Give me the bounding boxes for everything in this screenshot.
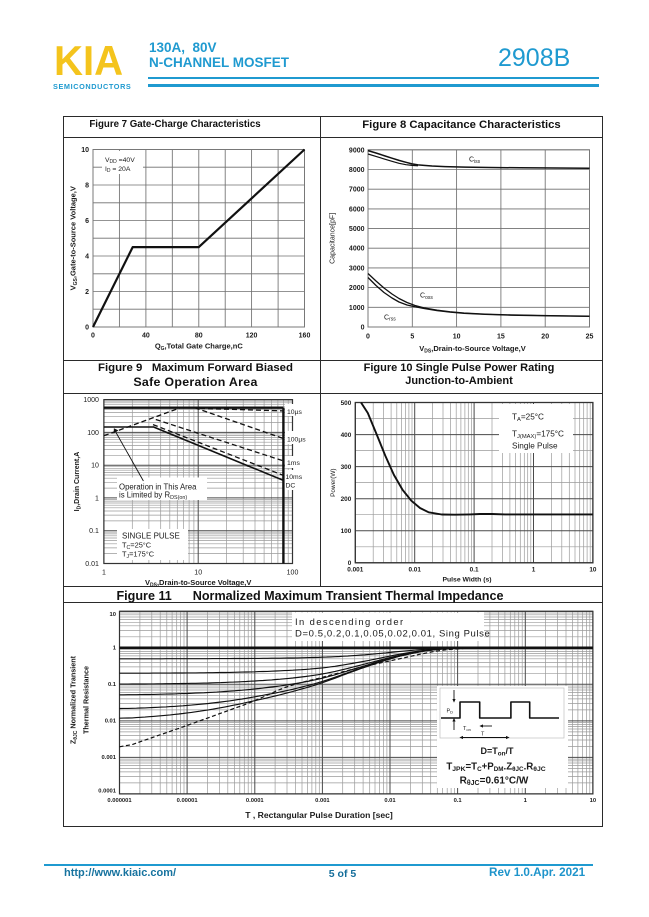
- svg-text:6000: 6000: [349, 206, 365, 213]
- svg-text:8: 8: [85, 183, 89, 190]
- svg-text:Thermal Resistance: Thermal Resistance: [82, 666, 91, 734]
- svg-text:0: 0: [348, 560, 352, 567]
- svg-text:TC=25°C: TC=25°C: [122, 541, 152, 551]
- svg-text:1000: 1000: [349, 305, 365, 312]
- svg-text:D=Ton/T: D=Ton/T: [481, 746, 514, 758]
- svg-text:0.1: 0.1: [89, 528, 99, 535]
- svg-text:Crss: Crss: [384, 314, 396, 322]
- svg-text:0.1: 0.1: [470, 567, 479, 574]
- svg-text:Single Pulse: Single Pulse: [512, 441, 558, 450]
- svg-text:100: 100: [87, 430, 99, 437]
- svg-text:RθJC=0.61°C/W: RθJC=0.61°C/W: [460, 776, 529, 788]
- svg-text:5: 5: [410, 334, 414, 341]
- svg-text:0: 0: [85, 325, 89, 332]
- svg-text:1: 1: [102, 570, 106, 577]
- svg-text:10ms: 10ms: [286, 474, 303, 481]
- svg-text:Capacitance[pF]: Capacitance[pF]: [330, 213, 337, 264]
- svg-text:1: 1: [532, 567, 536, 574]
- svg-text:0: 0: [366, 334, 370, 341]
- svg-text:In descending order: In descending order: [295, 616, 404, 627]
- svg-text:0.001: 0.001: [101, 755, 116, 761]
- svg-text:1000: 1000: [83, 397, 99, 404]
- svg-text:Ton: Ton: [463, 726, 471, 732]
- svg-text:1: 1: [113, 646, 117, 652]
- svg-text:100: 100: [341, 528, 352, 535]
- svg-text:1: 1: [95, 495, 99, 502]
- svg-text:6: 6: [85, 218, 89, 225]
- svg-text:0.001: 0.001: [347, 567, 363, 574]
- svg-text:is Limited by RDS(on): is Limited by RDS(on): [119, 491, 187, 501]
- svg-text:10: 10: [194, 570, 202, 577]
- svg-text:DC: DC: [286, 483, 296, 490]
- svg-text:ZθJC Normalized Transient: ZθJC Normalized Transient: [69, 655, 79, 744]
- svg-text:0.000001: 0.000001: [107, 798, 132, 804]
- svg-text:TJ=175°C: TJ=175°C: [122, 550, 155, 560]
- svg-text:0.1: 0.1: [108, 682, 117, 688]
- svg-text:Operation in This Area: Operation in This Area: [119, 483, 197, 492]
- svg-text:TJ(MAX)=175°C: TJ(MAX)=175°C: [512, 430, 564, 441]
- svg-text:80: 80: [195, 333, 203, 340]
- svg-text:1ms: 1ms: [287, 460, 300, 467]
- svg-text:T , Rectangular Pulse Duration: T , Rectangular Pulse Duration [sec]: [245, 810, 393, 820]
- svg-text:10: 10: [81, 147, 89, 154]
- svg-text:TJPK=TC+PDM.ZθJC.RθJC: TJPK=TC+PDM.ZθJC.RθJC: [446, 762, 545, 774]
- svg-text:100µs: 100µs: [287, 437, 306, 444]
- svg-text:25: 25: [586, 334, 594, 341]
- svg-text:10: 10: [590, 798, 596, 804]
- svg-text:QG,Total Gate Charge,nC: QG,Total Gate Charge,nC: [155, 342, 244, 353]
- svg-text:VDS,Drain-to-Source Voltage,V: VDS,Drain-to-Source Voltage,V: [145, 578, 251, 589]
- svg-text:0.00001: 0.00001: [177, 798, 199, 804]
- svg-text:0.01: 0.01: [384, 798, 396, 804]
- svg-text:0.0001: 0.0001: [98, 788, 117, 794]
- svg-text:0.01: 0.01: [85, 561, 99, 568]
- svg-text:2: 2: [85, 289, 89, 296]
- svg-text:Ciss: Ciss: [469, 157, 481, 165]
- svg-text:10: 10: [110, 612, 116, 618]
- svg-text:0: 0: [361, 325, 365, 332]
- svg-text:0.01: 0.01: [105, 719, 117, 725]
- svg-text:4000: 4000: [349, 246, 365, 253]
- svg-text:0.1: 0.1: [454, 798, 463, 804]
- svg-text:0.01: 0.01: [408, 567, 421, 574]
- svg-text:500: 500: [341, 400, 352, 407]
- svg-text:VDD =40V: VDD =40V: [105, 157, 135, 165]
- svg-text:10µs: 10µs: [287, 409, 302, 416]
- svg-text:VDS,Drain-to-Source Voltage,V: VDS,Drain-to-Source Voltage,V: [419, 344, 525, 355]
- svg-text:10: 10: [589, 567, 597, 574]
- svg-text:10: 10: [91, 463, 99, 470]
- svg-text:VGS,Gate-to-Source Voltage,V: VGS,Gate-to-Source Voltage,V: [69, 186, 80, 290]
- svg-text:ID,Drain Current,A: ID,Drain Current,A: [74, 452, 82, 512]
- svg-text:10: 10: [453, 334, 461, 341]
- svg-text:T: T: [481, 732, 485, 738]
- svg-text:400: 400: [341, 432, 352, 439]
- svg-text:Pulse Width (s): Pulse Width (s): [442, 576, 491, 583]
- svg-text:100: 100: [287, 570, 299, 577]
- svg-text:160: 160: [299, 333, 311, 340]
- svg-text:1: 1: [524, 798, 528, 804]
- svg-text:15: 15: [497, 334, 505, 341]
- svg-text:4: 4: [85, 254, 89, 261]
- svg-text:2000: 2000: [349, 285, 365, 292]
- svg-text:300: 300: [341, 464, 352, 471]
- svg-text:TA=25°C: TA=25°C: [512, 413, 544, 424]
- svg-text:120: 120: [246, 333, 258, 340]
- svg-text:0.0001: 0.0001: [246, 798, 265, 804]
- svg-text:SINGLE PULSE: SINGLE PULSE: [122, 531, 180, 540]
- svg-text:3000: 3000: [349, 265, 365, 272]
- svg-text:Coss: Coss: [420, 293, 433, 301]
- svg-text:40: 40: [142, 333, 150, 340]
- svg-text:0: 0: [91, 333, 95, 340]
- svg-text:5000: 5000: [349, 226, 365, 233]
- svg-text:9000: 9000: [349, 147, 365, 154]
- svg-text:D=0.5,0.2,0.1,0.05,0.02,0.01,: D=0.5,0.2,0.1,0.05,0.02,0.01, Sing Pulse: [295, 629, 490, 640]
- svg-text:ID = 20A: ID = 20A: [105, 166, 131, 174]
- svg-text:7000: 7000: [349, 187, 365, 194]
- svg-text:PD: PD: [447, 709, 454, 715]
- svg-text:200: 200: [341, 496, 352, 503]
- svg-text:Power(W): Power(W): [330, 468, 337, 496]
- svg-text:20: 20: [541, 334, 549, 341]
- svg-text:8000: 8000: [349, 167, 365, 174]
- svg-text:0.001: 0.001: [315, 798, 330, 804]
